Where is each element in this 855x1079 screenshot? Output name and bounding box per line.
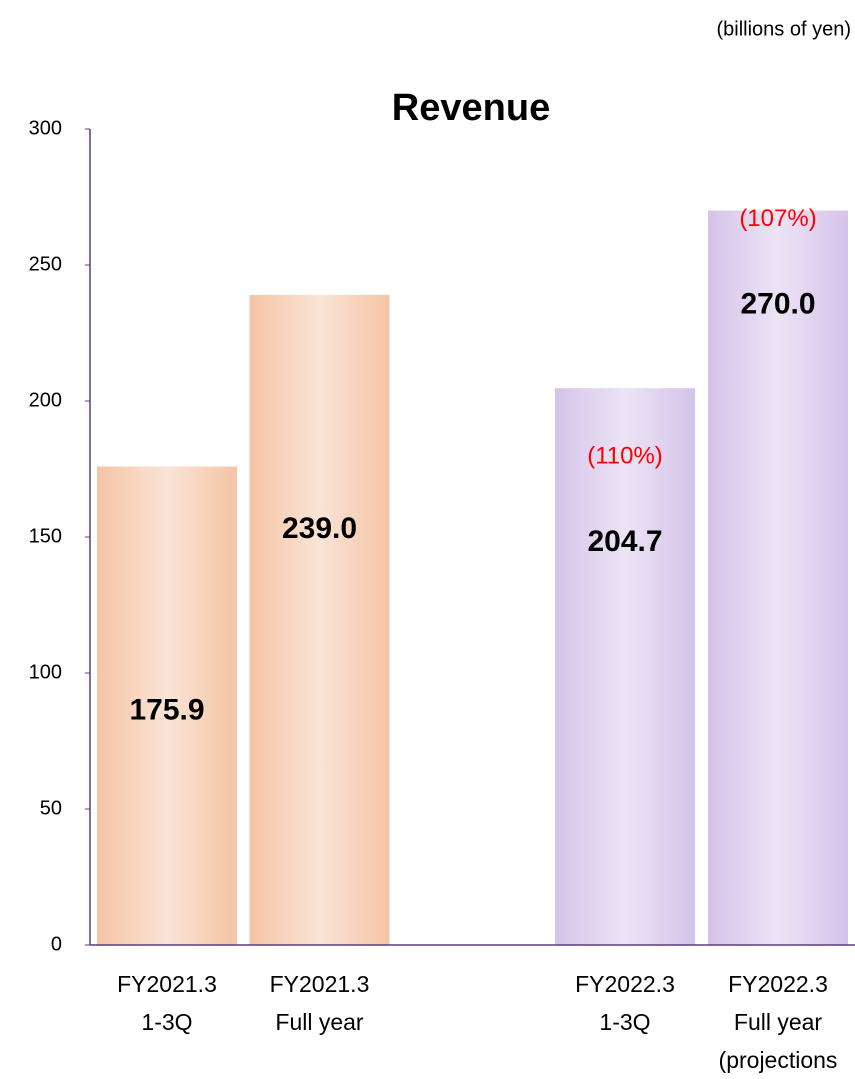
x-tick-label: FY2021.3 <box>117 971 217 997</box>
x-tick-label: 1-3Q <box>141 1009 192 1035</box>
y-tick-label: 200 <box>29 389 62 411</box>
x-tick-label: (projections <box>719 1047 838 1073</box>
bar-shine <box>708 210 848 946</box>
x-tick-label: FY2022.3 <box>575 971 675 997</box>
x-tick-label: FY2022.3 <box>728 971 828 997</box>
unit-label: (billions of yen) <box>716 18 851 40</box>
data-label: 239.0 <box>282 512 357 545</box>
y-tick-label: 250 <box>29 253 62 275</box>
data-label: 204.7 <box>587 525 662 558</box>
data-label: 175.9 <box>129 693 204 726</box>
bar-shine <box>555 388 695 945</box>
annotation: (107%) <box>739 205 816 232</box>
y-tick-label: 50 <box>40 797 62 819</box>
chart-title: Revenue <box>392 87 550 129</box>
y-tick-label: 100 <box>29 661 62 683</box>
x-tick-label: 1-3Q <box>599 1009 650 1035</box>
y-tick-label: 0 <box>51 933 62 955</box>
data-label: 270.0 <box>740 288 815 321</box>
x-tick-label: FY2021.3 <box>270 971 370 997</box>
bar-shine <box>249 294 390 945</box>
x-tick-label: Full year <box>275 1009 364 1035</box>
x-tick-label: Full year <box>734 1009 823 1035</box>
bar-shine <box>97 466 237 945</box>
annotation: (110%) <box>587 443 663 470</box>
y-tick-label: 300 <box>29 117 62 139</box>
y-tick-label: 150 <box>29 525 62 547</box>
